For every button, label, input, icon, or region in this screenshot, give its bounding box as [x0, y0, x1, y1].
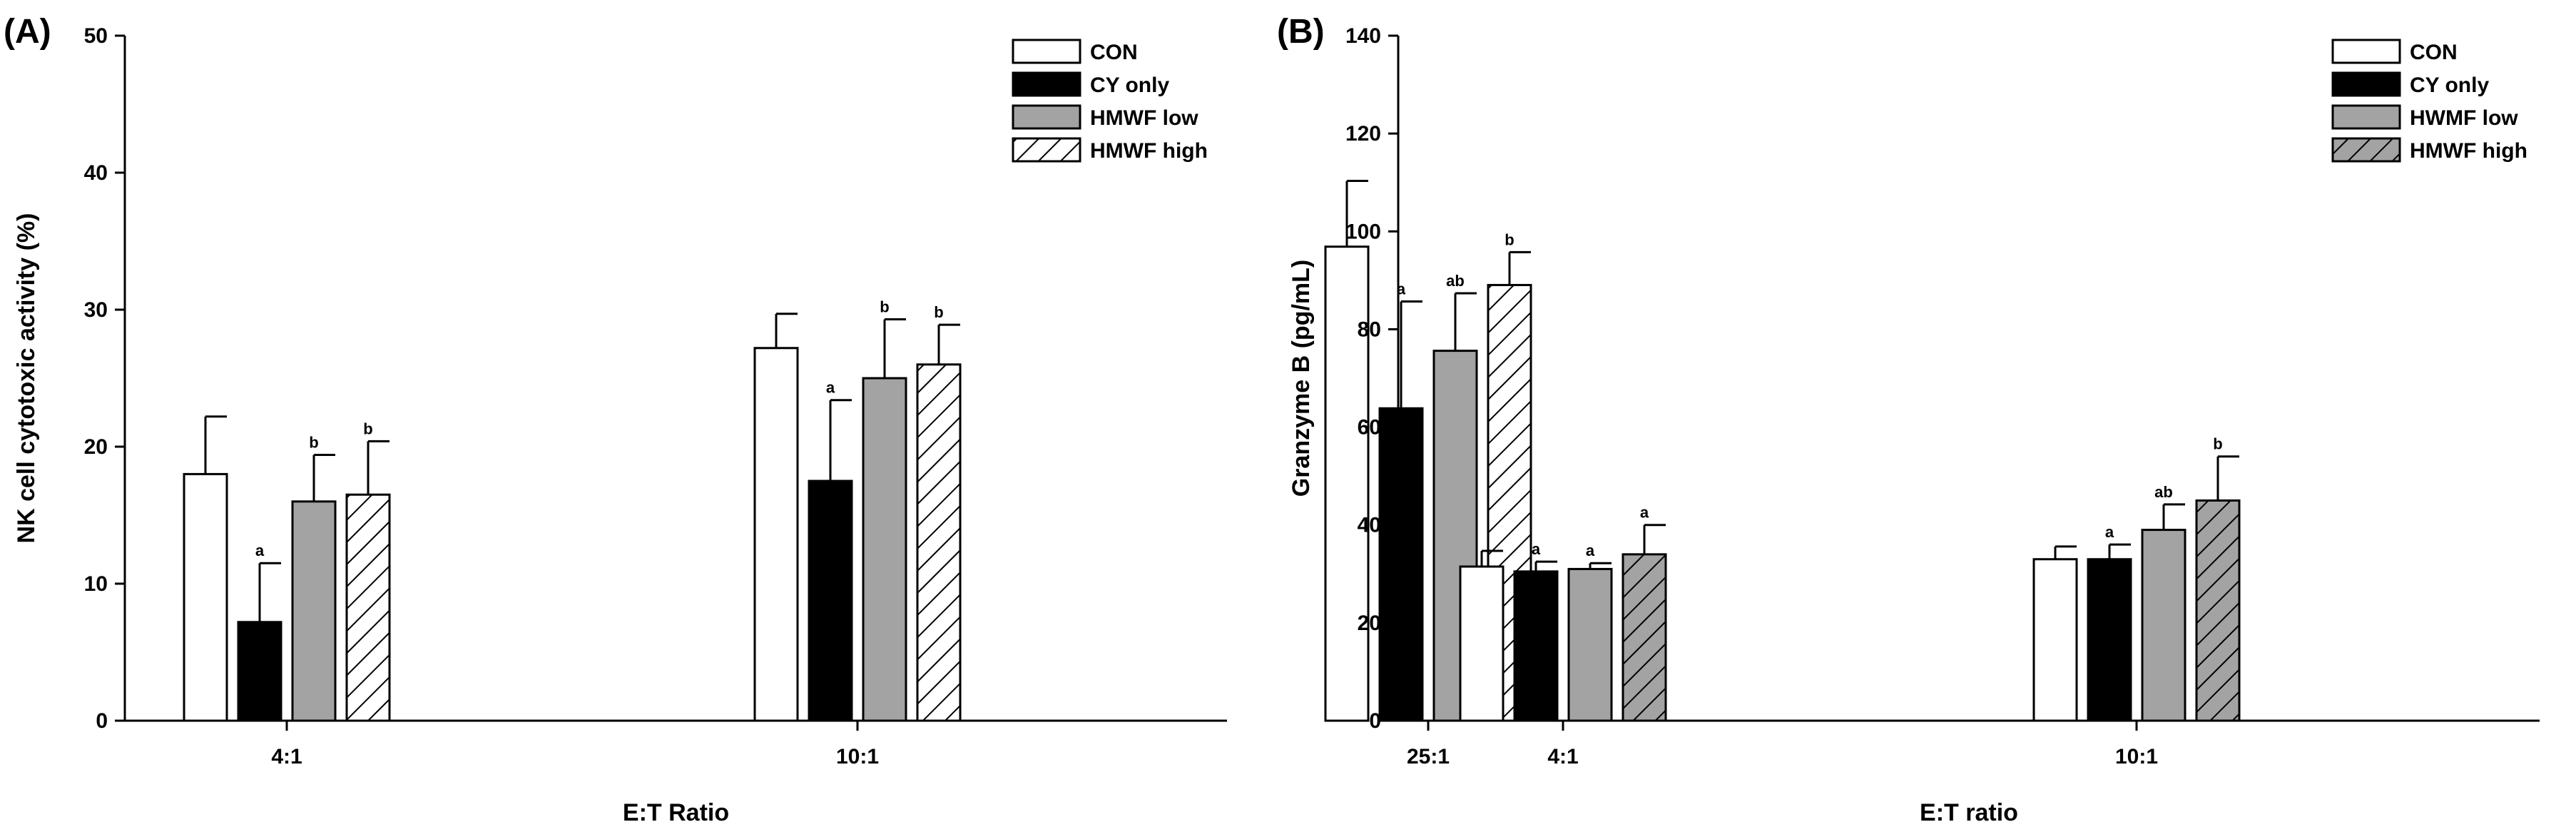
sig-label-a-0-2: b — [309, 434, 318, 452]
legend-label-a-3: HMWF high — [1090, 139, 1208, 163]
bar-b-1-0 — [2032, 558, 2078, 722]
bar-a-1-0 — [753, 347, 799, 722]
legend-a: CON CY only HMWF low HMWF high — [1012, 39, 1208, 163]
bar-b-0-0 — [1459, 565, 1505, 722]
y-axis-title-b: Granzyme B (pg/mL) — [1288, 260, 1315, 497]
y-tick-label-a-5: 50 — [84, 24, 108, 48]
sig-label-b-1-1: a — [2105, 523, 2114, 541]
bar-a-1-3 — [916, 363, 962, 722]
bar-a-1-1 — [808, 480, 853, 722]
bar-b-0-3 — [1622, 553, 1667, 722]
legend-label-b-0: CON — [2410, 41, 2458, 64]
sig-label-a-0-1: a — [255, 542, 265, 559]
legend-label-a-2: HMWF low — [1090, 106, 1198, 130]
sig-label-a-2-3: b — [1505, 230, 1514, 248]
sig-label-b-1-3: b — [2213, 435, 2222, 453]
bar-b-0-2 — [1567, 567, 1613, 722]
bar-b-1-3 — [2195, 499, 2241, 722]
sig-label-a-2-2: ab — [1446, 272, 1465, 290]
legend-label-a-0: CON — [1090, 41, 1138, 64]
y-tick-label-b-7: 140 — [1345, 24, 1381, 48]
x-tick-label-b-1: 10:1 — [2115, 745, 2158, 768]
legend-label-b-3: HMWF high — [2410, 139, 2527, 163]
y-tick-label-a-2: 20 — [84, 435, 108, 459]
panel-b-chart: (B) 0 20 40 60 80 100 120 140 Granzyme B (pg/mL) a… — [1277, 13, 2540, 826]
y-tick-label-b-6: 120 — [1345, 122, 1381, 146]
y-tick-label-a-0: 0 — [96, 709, 108, 733]
legend-label-a-1: CY only — [1090, 73, 1169, 97]
bar-b-1-1 — [2087, 558, 2132, 722]
sig-label-a-1-1: a — [826, 379, 835, 397]
sig-label-b-0-2: a — [1586, 542, 1595, 559]
y-tick-label-b-1: 20 — [1358, 612, 1381, 635]
sig-label-b-0-1: a — [1532, 540, 1541, 558]
bar-a-0-3 — [345, 493, 391, 722]
y-tick-label-b-5: 100 — [1345, 220, 1381, 243]
bar-a-0-2 — [291, 500, 337, 722]
legend-swatch-a-0 — [1012, 39, 1081, 64]
y-tick-label-b-0: 0 — [1369, 709, 1381, 733]
y-tick-label-a-3: 30 — [84, 298, 108, 322]
legend-label-b-1: CY only — [2410, 73, 2489, 97]
x-tick-label-a-0: 4:1 — [271, 745, 302, 768]
sig-label-a-1-3: b — [934, 303, 943, 321]
legend-swatch-b-2 — [2331, 104, 2401, 130]
bar-b-1-2 — [2141, 529, 2186, 722]
legend-swatch-b-1 — [2331, 71, 2401, 97]
x-tick-label-a-2: 25:1 — [1407, 745, 1450, 768]
legend-swatch-a-2 — [1012, 104, 1081, 130]
legend-swatch-b-0 — [2331, 39, 2401, 64]
bar-a-0-1 — [237, 621, 282, 722]
y-tick-label-b-2: 40 — [1358, 514, 1381, 537]
y-tick-label-a-4: 40 — [84, 161, 108, 185]
x-tick-label-a-1: 10:1 — [836, 745, 879, 768]
legend-b: CON CY only HWMF low HMWF high — [2331, 39, 2527, 163]
legend-label-b-2: HWMF low — [2410, 106, 2518, 130]
bar-a-2-1 — [1378, 407, 1424, 722]
y-tick-label-b-3: 60 — [1358, 416, 1381, 440]
sig-label-b-1-2: ab — [2154, 483, 2173, 501]
y-tick-label-b-4: 80 — [1358, 318, 1381, 341]
legend-swatch-b-3 — [2331, 137, 2401, 163]
legend-swatch-a-1 — [1012, 71, 1081, 97]
legend-swatch-a-3 — [1012, 137, 1081, 163]
sig-label-a-0-3: b — [363, 420, 372, 437]
bar-a-1-2 — [862, 377, 907, 722]
bar-b-0-1 — [1513, 570, 1559, 722]
sig-label-a-1-2: b — [880, 298, 889, 315]
x-axis-title-a: E:T Ratio — [623, 799, 729, 826]
panel-label-a: (A) — [4, 13, 51, 51]
x-axis-title-b: E:T ratio — [1920, 799, 2018, 826]
bar-a-0-0 — [183, 472, 228, 722]
panel-a-chart: (A) 0 10 20 30 40 50 NK cell cytotoxic activity… — [4, 13, 1532, 826]
sig-label-b-0-3: a — [1640, 504, 1649, 522]
y-axis-title-a: NK cell cytotoxic activity (%) — [13, 213, 40, 544]
panel-label-b: (B) — [1277, 13, 1325, 51]
y-tick-label-a-1: 10 — [84, 572, 108, 596]
x-tick-label-b-0: 4:1 — [1547, 745, 1578, 768]
